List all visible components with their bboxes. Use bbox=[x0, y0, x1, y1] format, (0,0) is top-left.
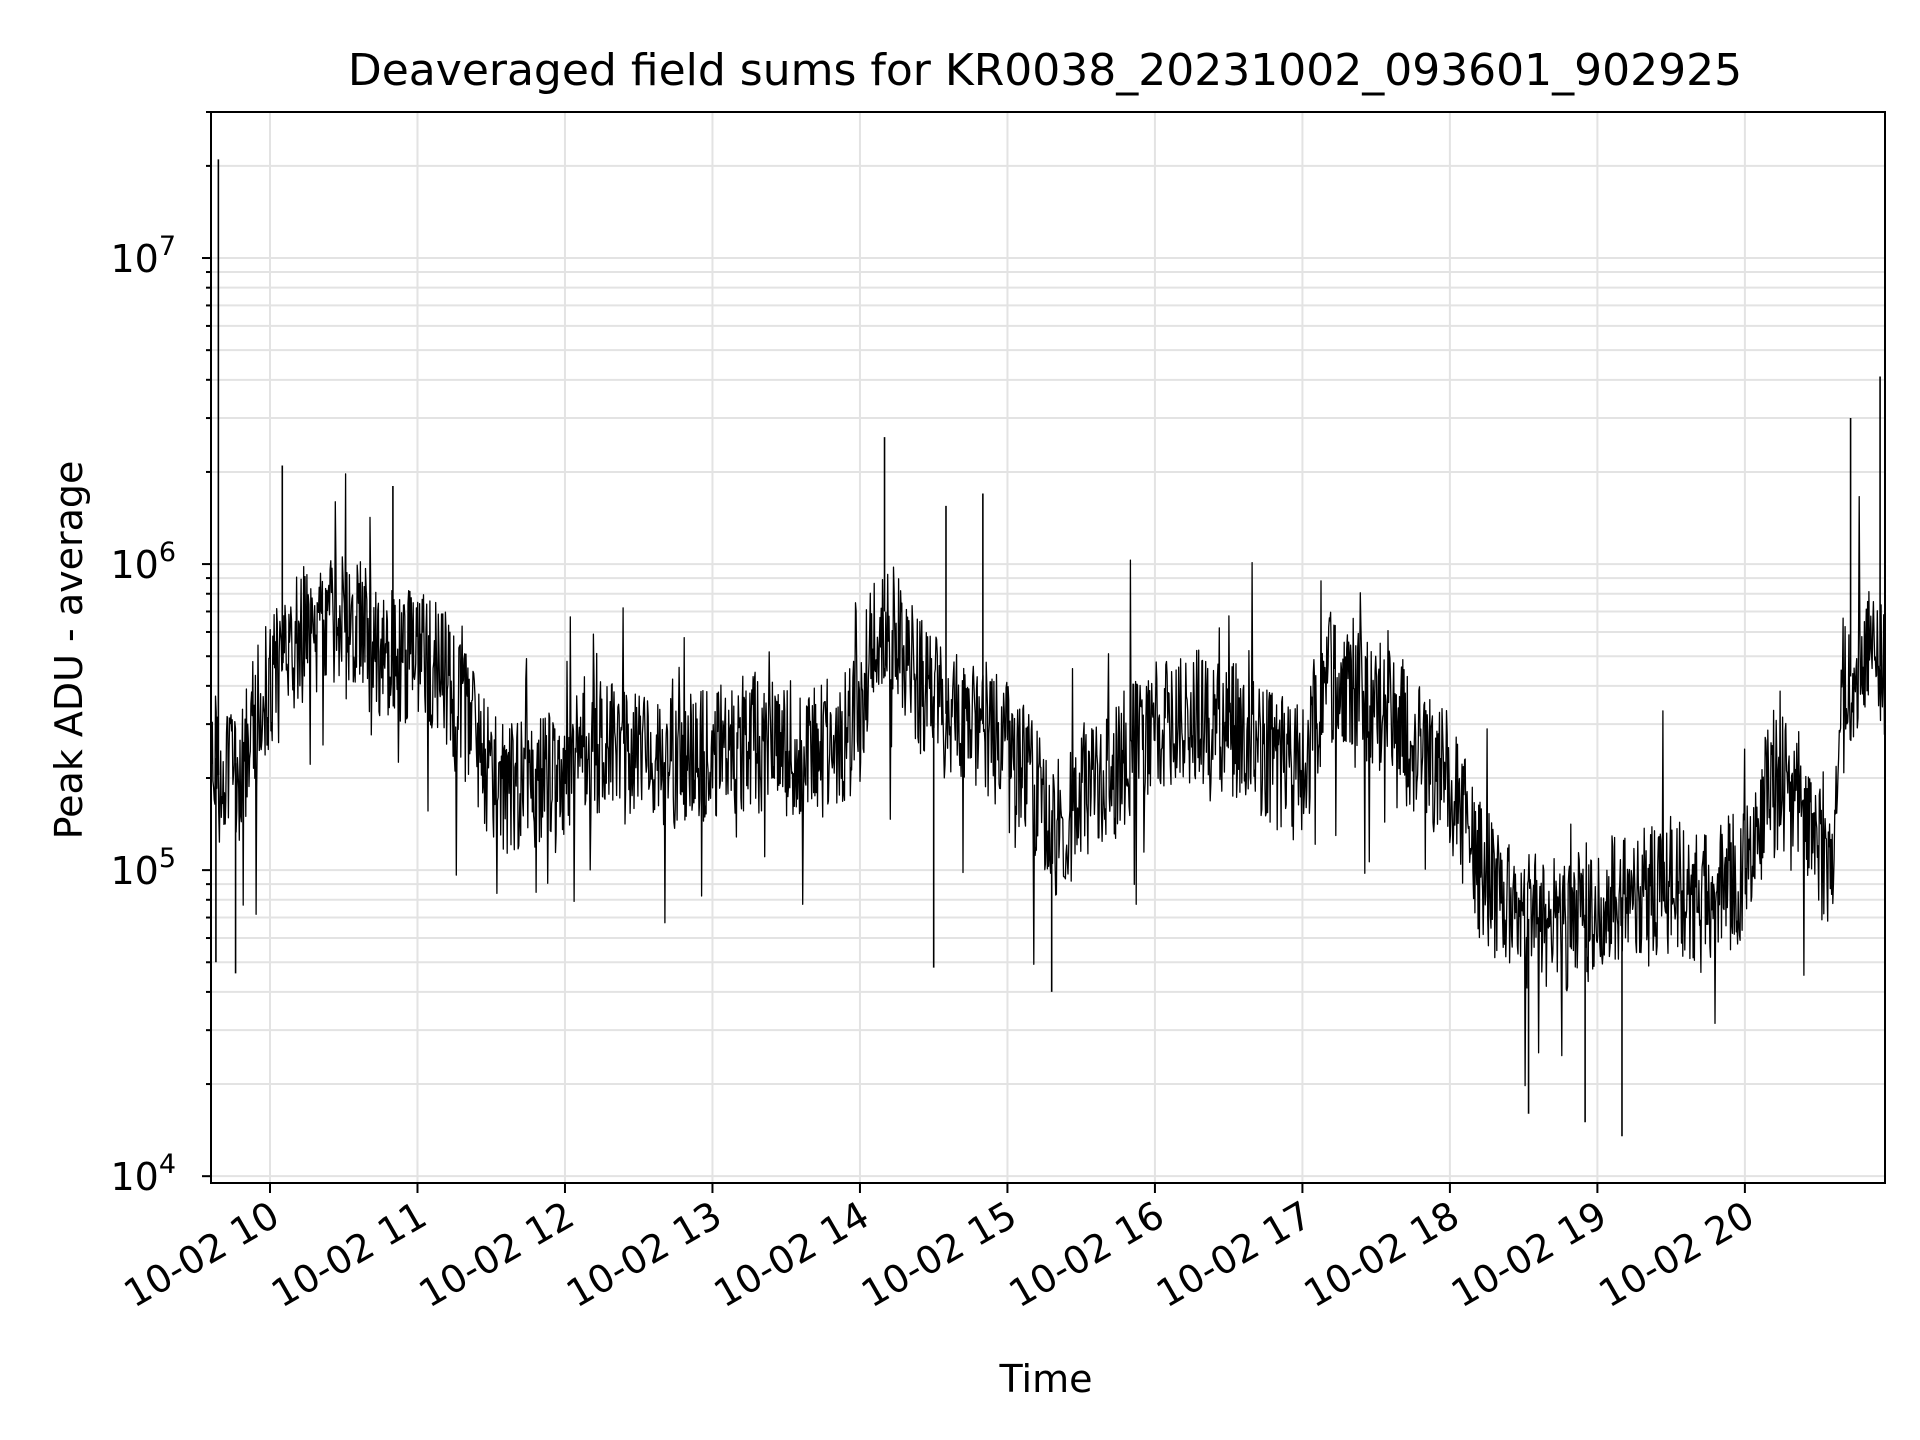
x-tick-label: 10-02 12 bbox=[412, 1193, 582, 1317]
chart-title: Deaveraged field sums for KR0038_2023100… bbox=[348, 45, 1742, 96]
x-tick-label: 10-02 10 bbox=[117, 1193, 287, 1317]
y-tick-label: 104 bbox=[110, 1149, 176, 1199]
x-tick-label: 10-02 20 bbox=[1591, 1193, 1761, 1317]
y-tick-label: 105 bbox=[110, 843, 176, 893]
x-axis-label: Time bbox=[999, 1357, 1093, 1401]
x-tick-label: 10-02 13 bbox=[559, 1193, 729, 1317]
grid bbox=[211, 111, 1885, 1183]
series-line bbox=[210, 473, 1886, 1087]
plot-area-frame bbox=[210, 111, 1886, 1184]
y-tick-label: 107 bbox=[110, 231, 176, 281]
series-line-group bbox=[210, 159, 1886, 1137]
x-tick-label: 10-02 15 bbox=[854, 1193, 1024, 1317]
x-tick-label: 10-02 19 bbox=[1444, 1193, 1614, 1317]
x-tick-label: 10-02 18 bbox=[1296, 1193, 1466, 1317]
x-tick-label: 10-02 14 bbox=[706, 1193, 876, 1317]
x-tick-label: 10-02 17 bbox=[1149, 1193, 1319, 1317]
y-axis: 104 105 106 107 bbox=[110, 111, 211, 1199]
y-axis-label: Peak ADU - average bbox=[47, 461, 91, 840]
x-tick-label: 10-02 11 bbox=[264, 1193, 434, 1317]
x-tick-label: 10-02 16 bbox=[1001, 1193, 1171, 1317]
y-tick-label: 106 bbox=[110, 537, 176, 587]
